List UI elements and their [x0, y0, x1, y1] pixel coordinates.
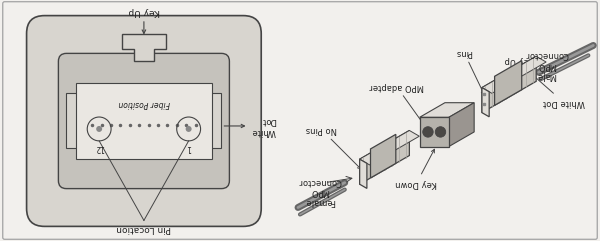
Polygon shape	[359, 130, 419, 165]
Circle shape	[96, 126, 102, 132]
Polygon shape	[482, 87, 489, 117]
Text: No Pins: No Pins	[306, 126, 361, 169]
FancyBboxPatch shape	[67, 93, 86, 148]
Text: Pins: Pins	[455, 48, 484, 95]
Text: Pin Location: Pin Location	[116, 224, 171, 233]
Circle shape	[435, 127, 446, 137]
Text: Key Up: Key Up	[128, 7, 160, 33]
Text: Key Down: Key Down	[395, 149, 437, 188]
Text: Female
MPO
Connector: Female MPO Connector	[298, 177, 341, 207]
Text: Key Up: Key Up	[505, 56, 534, 79]
Polygon shape	[359, 130, 409, 184]
Text: MPO adapter: MPO adapter	[369, 82, 424, 125]
FancyBboxPatch shape	[76, 83, 212, 159]
Circle shape	[185, 126, 191, 132]
Polygon shape	[482, 56, 546, 93]
Text: White Dot: White Dot	[523, 66, 585, 107]
FancyBboxPatch shape	[3, 2, 597, 239]
Text: White
Dot: White Dot	[224, 116, 276, 136]
Polygon shape	[371, 134, 396, 178]
Polygon shape	[494, 61, 522, 105]
Polygon shape	[359, 159, 367, 188]
Text: Male
MPO
Connector: Male MPO Connector	[525, 50, 568, 80]
Polygon shape	[419, 103, 474, 117]
FancyBboxPatch shape	[419, 117, 449, 147]
Circle shape	[423, 127, 433, 137]
FancyBboxPatch shape	[58, 54, 229, 189]
FancyBboxPatch shape	[26, 16, 261, 226]
Polygon shape	[482, 56, 536, 113]
Text: 12: 12	[94, 143, 104, 152]
Polygon shape	[122, 33, 166, 61]
Text: 1: 1	[186, 143, 191, 152]
Text: Fiber Position: Fiber Position	[118, 99, 170, 107]
Polygon shape	[449, 103, 474, 147]
FancyBboxPatch shape	[202, 93, 221, 148]
